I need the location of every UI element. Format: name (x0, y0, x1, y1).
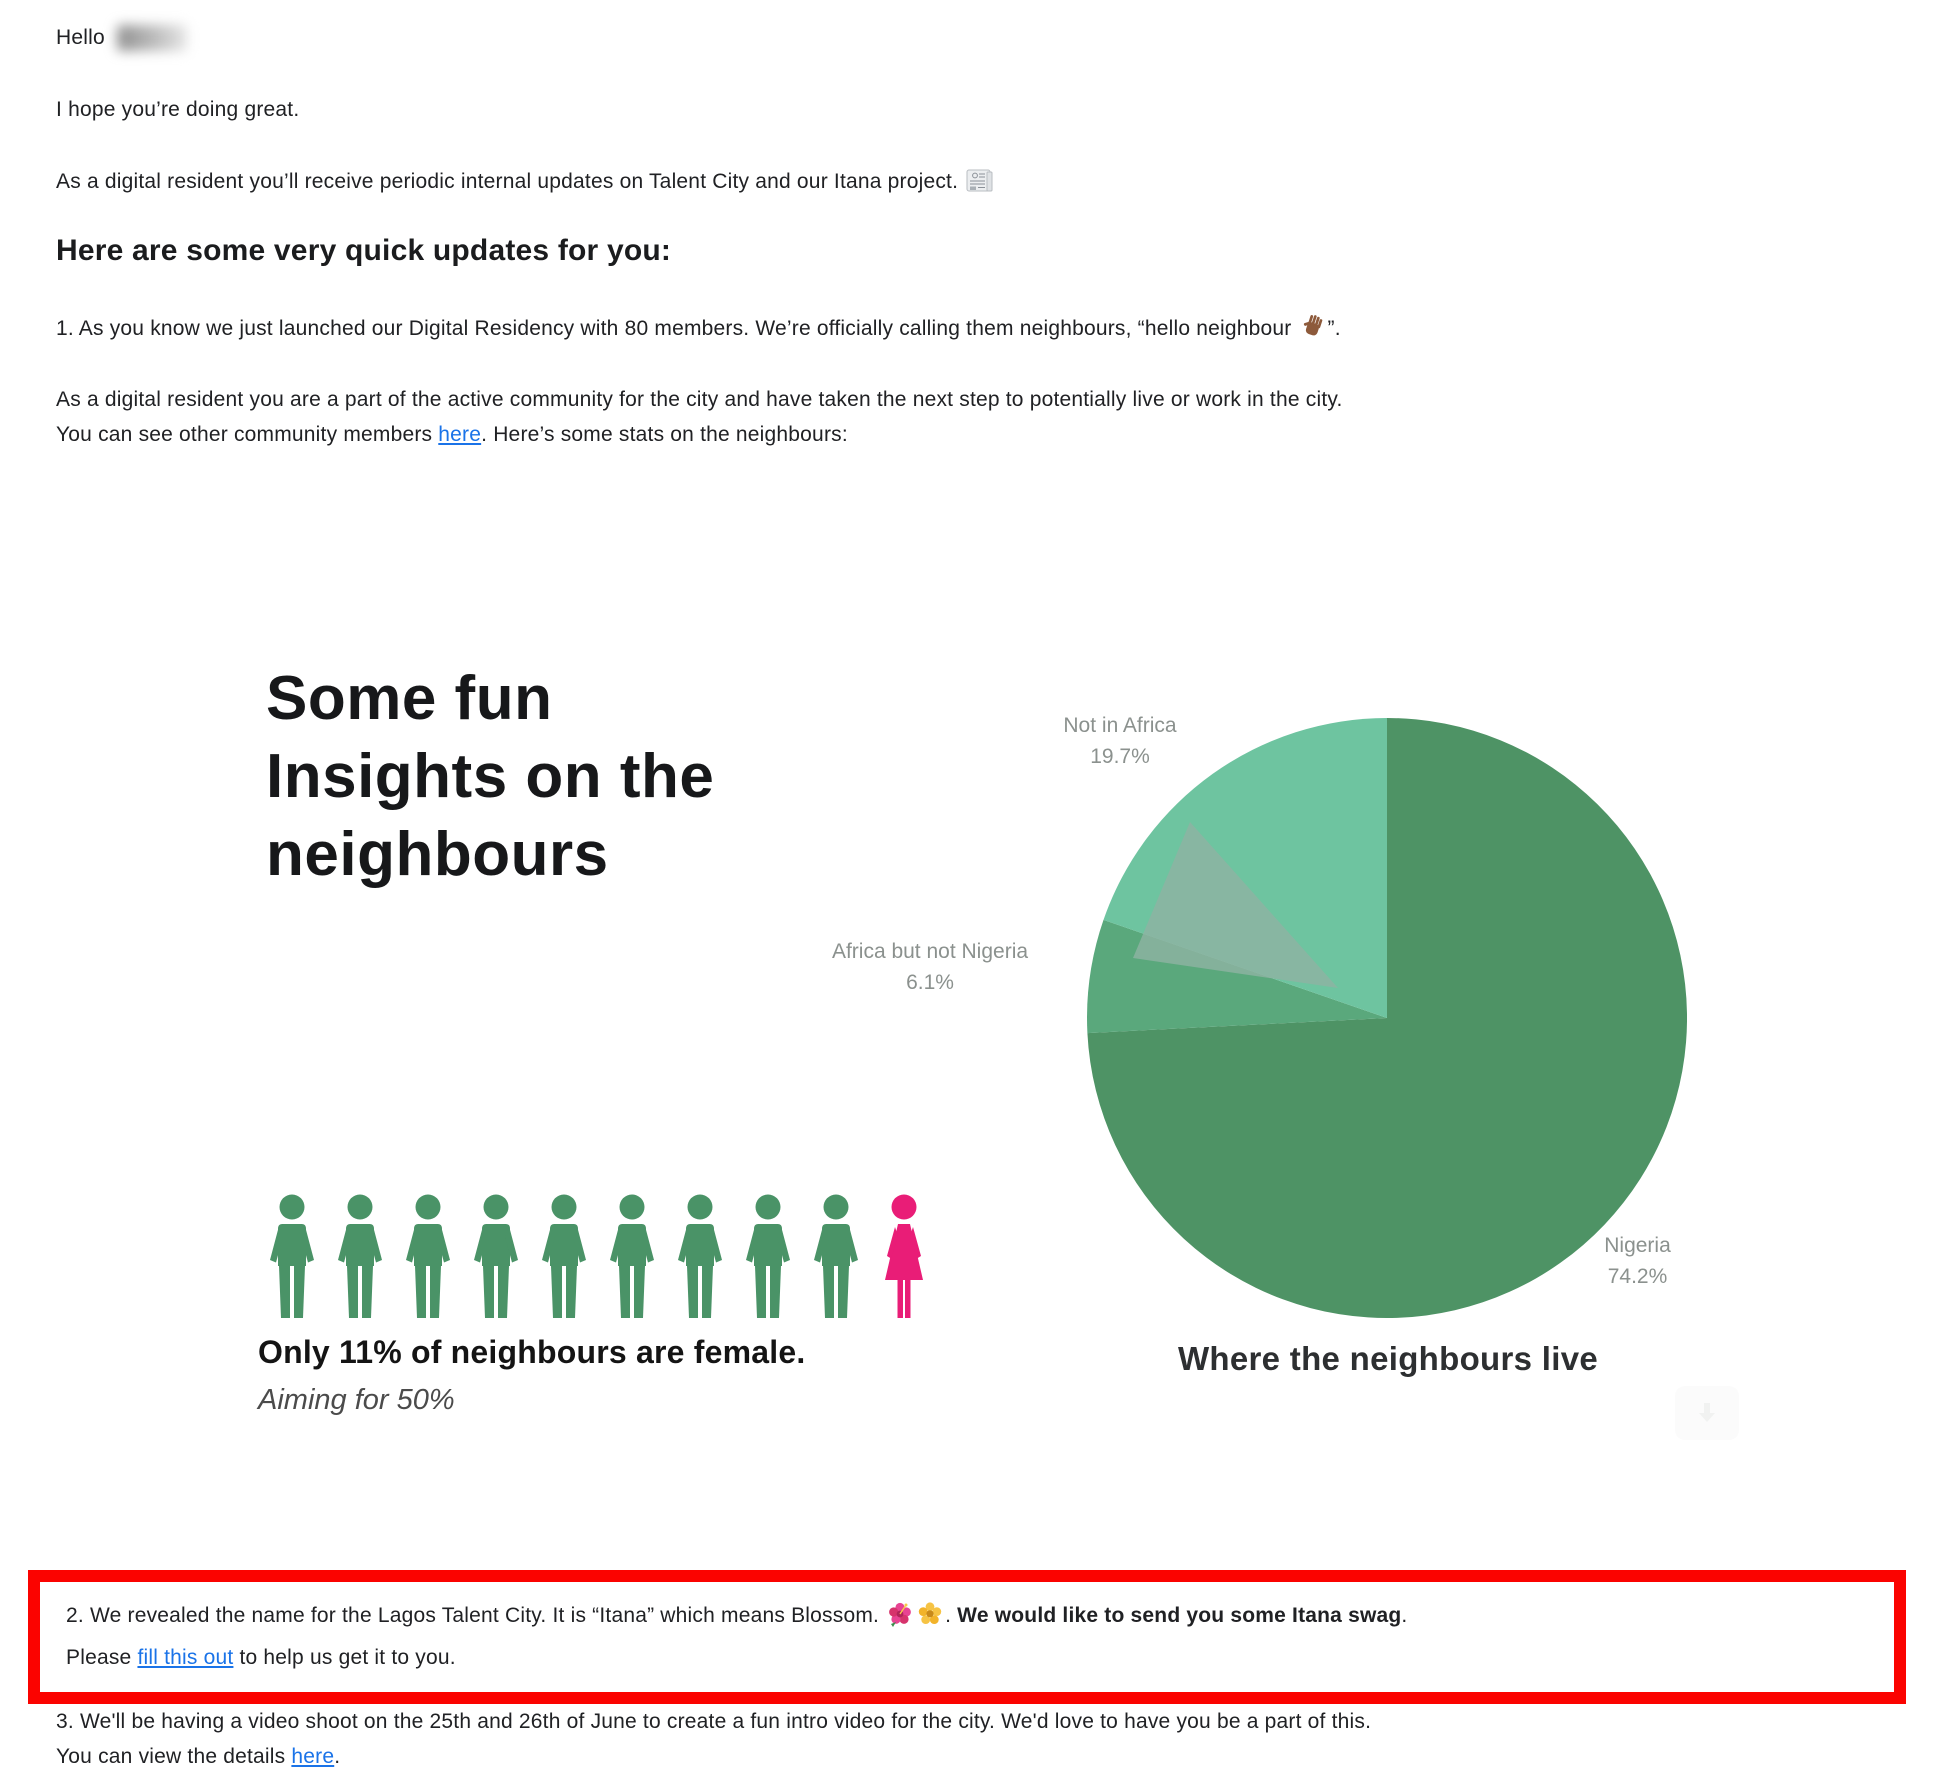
where-neighbours-live-pie-chart (1087, 718, 1687, 1318)
update-item-2-line2: Please fill this out to help us get it t… (66, 1646, 456, 1669)
pie-label-not-in-africa: Not in Africa 19.7% (1063, 714, 1177, 768)
person-icon-male (406, 1194, 450, 1318)
newspaper-icon (966, 169, 993, 201)
waving-hand-icon (1300, 314, 1326, 348)
update-notice-line: As a digital resident you’ll receive per… (56, 168, 995, 201)
person-icon-female (885, 1194, 923, 1318)
person-icon-male (814, 1194, 858, 1318)
gender-caption: Only 11% of neighbours are female. (258, 1334, 806, 1370)
red-annotation-box (28, 1570, 1906, 1704)
update-item-3-line2: You can view the details here. (56, 1745, 341, 1768)
download-arrow-icon (1699, 1403, 1715, 1422)
video-shoot-details-link[interactable]: here (291, 1745, 335, 1768)
download-button-ghost[interactable] (1675, 1386, 1739, 1440)
infographic-title: Some fun Insights on the neighbours (266, 664, 715, 889)
update-item-3-line1: 3. We'll be having a video shoot on the … (56, 1710, 1372, 1733)
pie-watermark-triangle (1133, 822, 1338, 988)
greeting-text: Hello (56, 26, 105, 49)
redacted-name-blur (116, 25, 187, 51)
community-members-link[interactable]: here (438, 423, 482, 446)
gender-subcaption: Aiming for 50% (258, 1384, 455, 1416)
updates-heading: Here are some very quick updates for you… (56, 234, 672, 267)
person-icon-male (338, 1194, 382, 1318)
pie-slice-nigeria (1087, 718, 1687, 1318)
itana-swag-bold-text: We would like to send you some Itana swa… (957, 1604, 1402, 1627)
person-icon-male (678, 1194, 722, 1318)
pie-chart-caption: Where the neighbours live (1177, 1340, 1599, 1377)
fill-this-out-link[interactable]: fill this out (137, 1646, 234, 1669)
person-icon-male (746, 1194, 790, 1318)
person-icon-male (270, 1194, 314, 1318)
hibiscus-flower-icon (887, 1601, 913, 1635)
pie-label-africa-not-nigeria: Africa but not Nigeria 6.1% (831, 940, 1029, 994)
person-icon-male (542, 1194, 586, 1318)
greeting-line: Hello (56, 24, 187, 52)
person-icon-male (474, 1194, 518, 1318)
community-para-line1: As a digital resident you are a part of … (56, 388, 1343, 411)
person-icon-male (610, 1194, 654, 1318)
pie-label-nigeria: Nigeria 74.2% (1604, 1234, 1671, 1288)
intro-line: I hope you’re doing great. (56, 98, 300, 121)
update-item-2-line1: 2. We revealed the name for the Lagos Ta… (66, 1601, 1407, 1635)
blossom-flower-icon (917, 1601, 943, 1635)
community-para-line2: You can see other community members here… (56, 423, 848, 446)
update-item-1: 1. As you know we just launched our Digi… (56, 314, 1341, 348)
gender-pictograph (262, 1194, 934, 1320)
